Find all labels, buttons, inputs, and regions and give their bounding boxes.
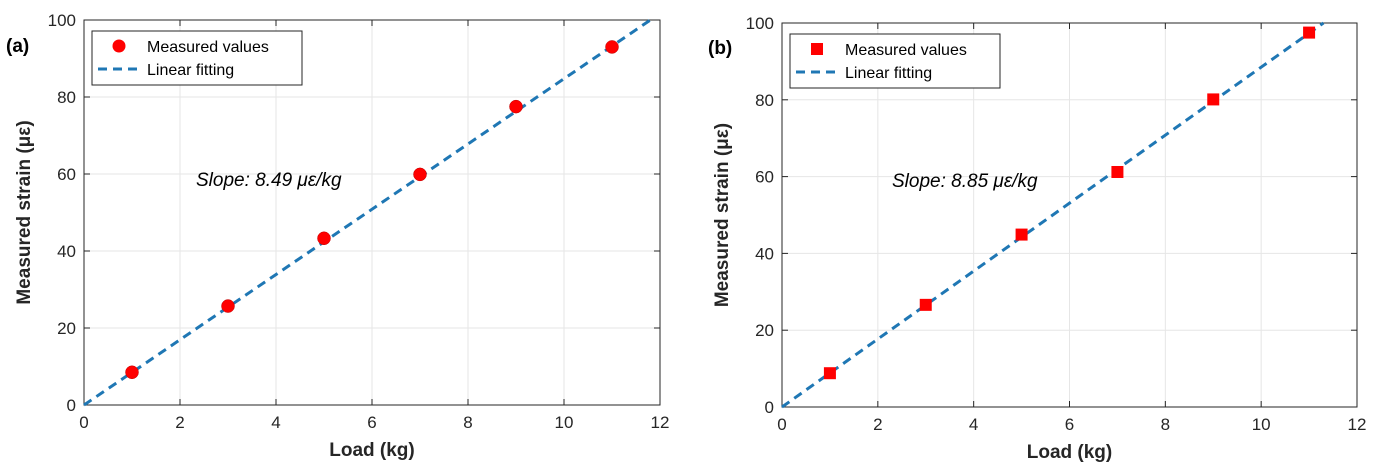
data-point <box>413 167 427 182</box>
x-tick-label: 2 <box>175 413 184 432</box>
x-tick-label: 10 <box>555 413 574 432</box>
data-point <box>605 40 619 54</box>
y-tick-label: 40 <box>755 244 774 263</box>
y-tick-label: 0 <box>765 398 774 417</box>
x-tick-label: 12 <box>1348 415 1367 434</box>
x-tick-label: 0 <box>79 413 88 432</box>
x-tick-label: 8 <box>1161 415 1170 434</box>
data-point <box>317 231 331 246</box>
data-point <box>1111 165 1124 178</box>
legend-label-fit: Linear fitting <box>147 62 234 79</box>
x-tick-label: 10 <box>1252 415 1271 434</box>
y-tick-label: 100 <box>746 14 774 33</box>
legend-label-measured: Measured values <box>845 42 967 59</box>
chart-panel-a: 0 2 4 6 8 10 12 0 20 40 60 80 100 Load (kg) Measured s… <box>6 11 669 461</box>
y-tick-label: 20 <box>755 321 774 340</box>
y-tick-label: 60 <box>755 168 774 187</box>
x-tick-label: 12 <box>651 413 670 432</box>
panel-label: (a) <box>6 36 29 57</box>
data-point <box>1015 228 1028 241</box>
legend-marker-measured <box>112 39 126 53</box>
panel-label: (b) <box>708 38 732 59</box>
data-point <box>221 299 235 313</box>
legend: Measured values Linear fitting <box>91 30 303 86</box>
y-tick-label: 0 <box>67 396 76 415</box>
y-tick-label: 40 <box>57 242 76 261</box>
y-axis-label: Measured strain (με) <box>14 120 35 304</box>
x-tick-label: 2 <box>873 415 882 434</box>
y-tick-label: 60 <box>57 165 76 184</box>
legend-label-fit: Linear fitting <box>845 65 932 82</box>
x-tick-label: 0 <box>777 415 786 434</box>
x-axis-label: Load (kg) <box>1027 442 1113 463</box>
fit-line <box>781 21 1325 409</box>
legend-marker-measured <box>811 43 823 55</box>
legend-box <box>789 33 1001 89</box>
x-tick-label: 4 <box>271 413 280 432</box>
data-point <box>919 298 932 311</box>
legend-label-measured: Measured values <box>147 39 269 56</box>
x-tick-label: 4 <box>969 415 978 434</box>
x-tick-label: 6 <box>367 413 376 432</box>
data-point <box>509 99 523 114</box>
y-tick-label: 20 <box>57 319 76 338</box>
y-tick-label: 100 <box>48 11 76 30</box>
data-point <box>125 365 139 380</box>
data-point <box>1207 93 1220 106</box>
slope-annotation: Slope: 8.85 με/kg <box>892 171 1038 192</box>
slope-annotation: Slope: 8.49 με/kg <box>196 170 342 191</box>
x-tick-label: 8 <box>463 413 472 432</box>
x-tick-label: 6 <box>1065 415 1074 434</box>
legend-box <box>91 30 303 86</box>
data-point <box>1303 26 1316 39</box>
y-tick-label: 80 <box>755 91 774 110</box>
fit-line <box>83 18 652 407</box>
data-point <box>823 367 836 380</box>
y-tick-label: 80 <box>57 88 76 107</box>
legend: Measured values Linear fitting <box>789 33 1001 89</box>
chart-panel-b: 0 2 4 6 8 10 12 0 20 40 60 80 100 Load (kg) Measured s… <box>708 14 1366 463</box>
y-axis-label: Measured strain (με) <box>712 123 733 307</box>
x-axis-label: Load (kg) <box>329 440 415 461</box>
